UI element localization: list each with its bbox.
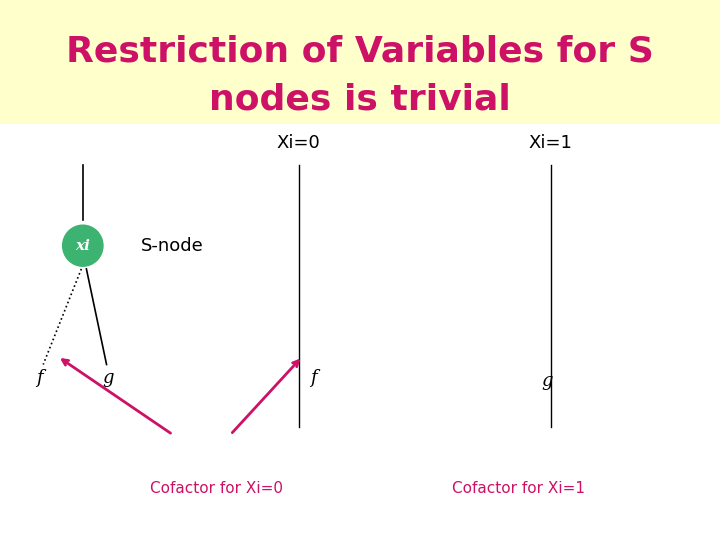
Text: g: g: [541, 372, 553, 390]
Text: f: f: [310, 369, 317, 387]
Text: Cofactor for Xi=0: Cofactor for Xi=0: [150, 481, 282, 496]
Text: f: f: [36, 369, 43, 387]
Text: Restriction of Variables for S: Restriction of Variables for S: [66, 35, 654, 68]
Text: Cofactor for Xi=1: Cofactor for Xi=1: [452, 481, 585, 496]
Text: Xi=1: Xi=1: [529, 134, 572, 152]
Ellipse shape: [63, 225, 103, 266]
FancyBboxPatch shape: [0, 0, 720, 124]
Text: nodes is trivial: nodes is trivial: [209, 83, 511, 117]
Text: xi: xi: [76, 239, 90, 253]
Text: S-node: S-node: [140, 237, 203, 255]
Text: Xi=0: Xi=0: [277, 134, 320, 152]
Text: g: g: [102, 369, 114, 387]
